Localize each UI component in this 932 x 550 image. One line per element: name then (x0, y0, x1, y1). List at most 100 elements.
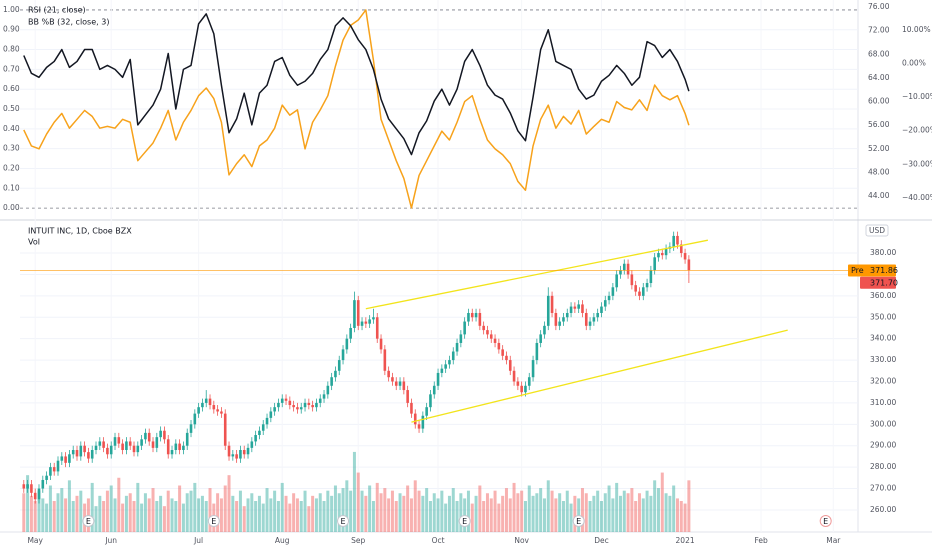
candle-body (144, 432, 147, 440)
earnings-marker (337, 515, 350, 527)
labels: 0.00 0.10 0.20 0.30 0.40 0.50 0.60 0.70 0.80 0.90… (3, 2, 932, 545)
candle-body (155, 437, 159, 448)
volume-bar (41, 498, 45, 532)
candle-body (596, 312, 599, 318)
candle-body (467, 312, 470, 322)
volume-bar (489, 498, 493, 532)
candle-body (391, 377, 394, 382)
candle-body (208, 398, 212, 406)
x-tick-label: Nov (514, 536, 529, 545)
candle-body (254, 435, 257, 442)
candle-body (554, 312, 558, 326)
volume-bar (398, 493, 402, 532)
candle-body (52, 467, 56, 472)
volume-bar (178, 485, 182, 532)
candle-body (558, 321, 561, 326)
candle-body (429, 394, 432, 408)
y-tick-label: 0.30 (3, 144, 20, 153)
y-tick-label: 0.10 (3, 183, 20, 192)
volume-bar (394, 501, 398, 532)
volume-bar (113, 498, 117, 532)
currency-box (865, 224, 889, 237)
volume-bar (121, 503, 125, 532)
candle-body (26, 484, 29, 489)
volume-bar (390, 490, 394, 532)
candle-body (676, 235, 679, 245)
candle-body (493, 338, 497, 343)
candle-body (197, 407, 200, 414)
candle-body (451, 351, 455, 361)
candle-body (634, 285, 637, 292)
volume-bar (383, 488, 387, 532)
candle-body (478, 312, 482, 326)
volume-bar (413, 480, 417, 532)
x-tick-label: 2021 (676, 536, 695, 545)
candle-body (132, 445, 136, 453)
volume-bar (428, 501, 432, 532)
y2-tick-label: 68.00 (868, 49, 890, 58)
candle-body (60, 456, 64, 461)
volume-bar (330, 495, 334, 532)
volume-bar (67, 480, 71, 532)
y-tick-label: 260.00 (870, 505, 896, 514)
candle-body (581, 304, 584, 313)
y-tick-label: 0.70 (3, 64, 20, 73)
candle-body (166, 439, 170, 455)
volume-bar (599, 501, 603, 532)
volume-bar (200, 495, 204, 532)
volume-bar (52, 501, 56, 532)
x-tick-label: Sep (351, 536, 365, 545)
candle-body (497, 342, 501, 350)
candle-body (535, 342, 539, 361)
candle-body (368, 319, 371, 324)
volume-bar (470, 503, 474, 532)
candle-body (432, 385, 436, 395)
y-tick-label: 0.60 (3, 84, 20, 93)
candle-body (75, 450, 79, 457)
candle-body (201, 402, 204, 408)
earnings-marker (207, 515, 220, 527)
volume-bar (345, 480, 349, 532)
candle-body (330, 377, 333, 386)
earnings-marker (819, 515, 832, 527)
candle-body (337, 360, 341, 371)
candle-body (459, 334, 463, 343)
candle-body (630, 274, 634, 286)
y-tick-label: 0.80 (3, 45, 20, 54)
volume-bar (508, 498, 512, 532)
y-tick-label: 0.40 (3, 124, 20, 133)
candle-body (653, 257, 656, 271)
candle-body (398, 381, 402, 386)
candle-body (106, 447, 109, 455)
volume-bar (280, 482, 284, 532)
candle-body (421, 415, 425, 429)
candle-body (649, 270, 653, 284)
volume-bar (368, 485, 372, 532)
volume-bar (235, 501, 239, 532)
candle-body (356, 300, 360, 326)
volume-bar (607, 485, 611, 532)
pre-price-tag (848, 264, 896, 277)
earnings-marker (82, 515, 95, 527)
volume-bar (444, 503, 448, 532)
candle-body (455, 342, 459, 352)
candle-body (600, 306, 603, 313)
pre-price: 371.86 (870, 266, 898, 275)
y2-tick-label: 52.00 (868, 144, 890, 153)
y3-tick-label: −20.00% (902, 126, 932, 135)
candle-body (360, 321, 364, 326)
candle-body (672, 235, 675, 247)
volume-bar (626, 493, 630, 532)
volume-bar (26, 475, 30, 532)
candle-body (334, 370, 337, 378)
x-tick-label: Oct (432, 536, 445, 545)
volume-bar (303, 490, 307, 532)
y3-tick-label: −10.00% (902, 92, 932, 101)
y-tick-label: 300.00 (870, 419, 896, 428)
volume-bar (425, 488, 429, 532)
earnings-marker (458, 515, 471, 527)
candle-body (258, 430, 261, 436)
volume-bar (29, 495, 33, 532)
candle-body (246, 447, 250, 455)
candle-body (140, 439, 143, 446)
